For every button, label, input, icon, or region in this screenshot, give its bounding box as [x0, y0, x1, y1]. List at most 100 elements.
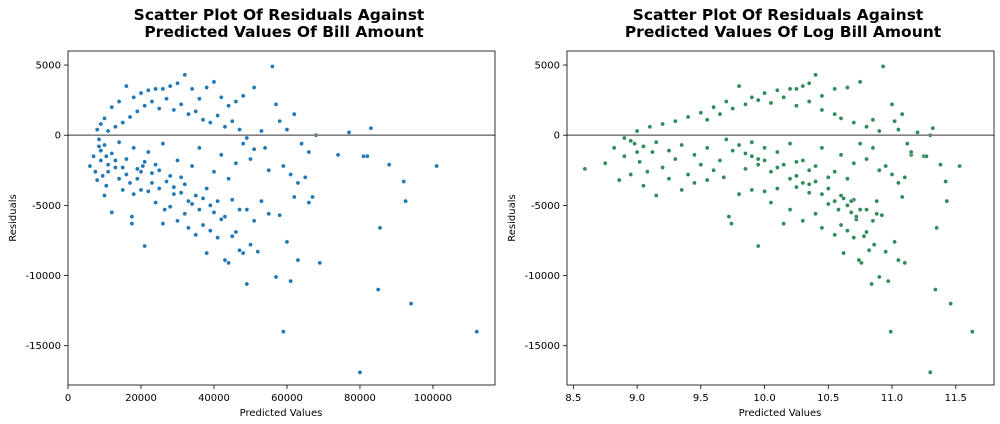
- right-scatter-point: [736, 142, 742, 148]
- right-scatter-point: [876, 128, 882, 134]
- right-scatter-point: [813, 179, 818, 184]
- right-scatter-point: [934, 225, 939, 231]
- left-scatter-point: [240, 93, 246, 99]
- right-scatter-point: [762, 189, 767, 194]
- right-scatter-point: [908, 149, 914, 155]
- left-scatter-point: [193, 193, 199, 198]
- right-scatter-point: [871, 242, 877, 247]
- right-scatter-point: [781, 95, 786, 100]
- left-scatter-point: [105, 162, 111, 167]
- left-scatter-point: [284, 239, 290, 245]
- left-scatter-point: [357, 370, 363, 375]
- left-scatter-point: [346, 130, 352, 135]
- right-x-tick-label: 10.5: [817, 393, 839, 404]
- left-scatter-point: [240, 250, 246, 256]
- left-scatter-point: [240, 141, 246, 146]
- left-scatter-point: [281, 329, 286, 334]
- right-scatter-point: [819, 93, 825, 99]
- left-y-axis-label: Residuals: [8, 194, 19, 241]
- left-scatter-point: [105, 128, 111, 134]
- right-scatter-point: [845, 228, 850, 233]
- left-scatter-point: [129, 214, 135, 219]
- right-scatter-point: [628, 172, 634, 177]
- left-x-tick-label: 80000: [344, 393, 376, 404]
- right-scatter-point: [641, 144, 646, 149]
- right-scatter-point: [859, 260, 864, 266]
- right-scatter-point: [800, 180, 806, 186]
- right-scatter-point: [726, 214, 732, 219]
- left-scatter-point: [215, 113, 220, 118]
- left-scatter-point: [149, 180, 155, 186]
- left-scatter-point: [218, 217, 224, 222]
- left-scatter-point: [120, 187, 126, 193]
- left-scatter-point: [186, 111, 191, 117]
- right-scatter-point: [806, 182, 812, 187]
- right-scatter-point: [743, 166, 748, 172]
- right-scatter-point: [736, 191, 742, 197]
- left-scatter-point: [135, 109, 140, 114]
- left-scatter-point: [211, 210, 217, 215]
- right-scatter-point: [653, 139, 659, 145]
- right-scatter-point: [832, 232, 837, 238]
- left-scatter-point: [226, 103, 231, 109]
- left-x-tick-label: 100000: [414, 393, 452, 404]
- left-scatter-point: [302, 175, 308, 180]
- left-scatter-point: [94, 177, 100, 183]
- left-scatter-point: [262, 145, 268, 151]
- right-scatter-point: [800, 158, 806, 163]
- right-x-tick-label: 11.5: [945, 393, 967, 404]
- right-scatter-point: [787, 176, 793, 182]
- left-scatter-point: [233, 229, 239, 235]
- right-scatter-point: [841, 250, 846, 256]
- right-scatter-point: [717, 111, 723, 117]
- left-scatter-point: [156, 167, 162, 173]
- right-scatter-point: [755, 97, 761, 103]
- left-scatter-point: [142, 103, 147, 109]
- left-scatter-point: [218, 95, 224, 100]
- right-y-axis-label: Residuals: [507, 194, 518, 241]
- left-scatter-point: [277, 118, 282, 124]
- left-scatter-point: [124, 83, 129, 89]
- left-scatter-point: [222, 257, 228, 263]
- right-scatter-point: [841, 196, 846, 201]
- right-scatter-point: [666, 148, 672, 153]
- right-scatter-point: [930, 125, 936, 131]
- left-scatter-point: [116, 176, 122, 182]
- right-scatter-point: [870, 218, 876, 224]
- left-scatter-point: [189, 201, 195, 207]
- left-scatter-point: [197, 145, 202, 151]
- right-scatter-point: [845, 203, 850, 208]
- left-scatter-point: [386, 162, 392, 167]
- right-scatter-point: [724, 99, 729, 104]
- right-scatter-point: [806, 190, 812, 196]
- left-scatter-point: [288, 278, 293, 284]
- right-chart: Scatter Plot Of Residuals Against Predic…: [507, 6, 995, 419]
- left-scatter-point: [215, 235, 220, 240]
- left-y-tick-label: 0: [55, 131, 61, 142]
- right-scatter-point: [666, 176, 672, 182]
- right-chart-marks: 8.5 9.0 9.5 10.0 10.5 11.0 11.5 5000 0 -5000 -1000…: [525, 61, 994, 404]
- left-scatter-point: [98, 121, 104, 127]
- right-scatter-point: [762, 90, 767, 96]
- left-scatter-point: [186, 225, 191, 231]
- right-scatter-point: [762, 158, 767, 163]
- left-scatter-point: [113, 165, 118, 170]
- right-scatter-point: [857, 207, 863, 212]
- right-scatter-point: [819, 107, 825, 113]
- left-scatter-point: [175, 158, 180, 163]
- right-scatter-point: [856, 257, 862, 263]
- right-scatter-point: [755, 162, 761, 167]
- right-scatter-point: [692, 180, 697, 186]
- left-scatter-point: [182, 182, 188, 187]
- right-scatter-point: [924, 153, 929, 159]
- left-scatter-point: [229, 233, 235, 239]
- right-y-tick-label: -15000: [525, 341, 560, 352]
- right-scatter-point: [775, 186, 780, 191]
- right-scatter-point: [704, 177, 710, 183]
- left-scatter-point: [100, 173, 105, 179]
- left-scatter-point: [104, 183, 109, 189]
- right-scatter-point: [806, 167, 812, 173]
- left-scatter-point: [171, 191, 177, 197]
- left-scatter-point: [127, 114, 133, 120]
